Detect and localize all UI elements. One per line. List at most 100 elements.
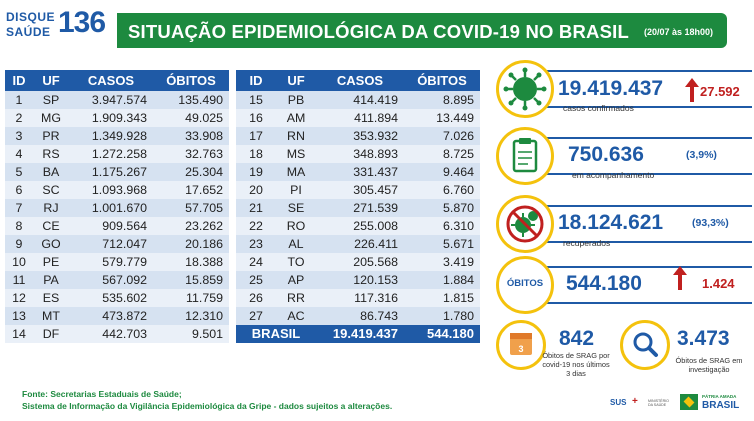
cell-cases: 305.457: [316, 181, 404, 199]
table-row: 13 MT 473.872 12.310: [5, 307, 229, 325]
cell-deaths: 1.815: [404, 289, 480, 307]
recovered-card: [520, 205, 752, 243]
states-table-right-body: 15 PB 414.419 8.895 16 AM 411.894 13.449 17 RN 353…: [236, 91, 480, 343]
cell-uf: PI: [276, 181, 316, 199]
cell-uf: RS: [33, 145, 69, 163]
table-row: 21 SE 271.539 5.870: [236, 199, 480, 217]
table-row: 12 ES 535.602 11.759: [5, 289, 229, 307]
cell-deaths: 6.310: [404, 217, 480, 235]
cell-id: 23: [236, 235, 276, 253]
cell-deaths: 5.870: [404, 199, 480, 217]
cell-cases: 567.092: [69, 271, 153, 289]
cell-uf: AM: [276, 109, 316, 127]
deaths-badge-label: ÓBITOS: [506, 278, 544, 289]
cell-deaths: 135.490: [153, 91, 229, 109]
cell-cases: 909.564: [69, 217, 153, 235]
cell-deaths: 32.763: [153, 145, 229, 163]
cell-deaths: 13.449: [404, 109, 480, 127]
cell-cases: 86.743: [316, 307, 404, 325]
monitoring-card: [520, 137, 752, 175]
cell-id: 5: [5, 163, 33, 181]
plus-icon: +: [632, 396, 638, 407]
cell-cases: 473.872: [69, 307, 153, 325]
cell-uf: MS: [276, 145, 316, 163]
cell-id: 7: [5, 199, 33, 217]
cell-id: 8: [5, 217, 33, 235]
cell-deaths: 18.388: [153, 253, 229, 271]
cell-deaths: 23.262: [153, 217, 229, 235]
cell-id: 25: [236, 271, 276, 289]
deaths-badge: ÓBITOS: [496, 256, 554, 314]
table-row: 10 PE 579.779 18.388: [5, 253, 229, 271]
cell-deaths: 49.025: [153, 109, 229, 127]
cell-uf: SP: [33, 91, 69, 109]
table-row: 14 DF 442.703 9.501: [5, 325, 229, 343]
cell-id: 22: [236, 217, 276, 235]
cell-cases: 353.932: [316, 127, 404, 145]
confirmed-value: 19.419.437: [558, 77, 664, 100]
flag-icon: [680, 394, 698, 410]
source-footer: Fonte: Secretarias Estaduais de Saúde; S…: [22, 388, 392, 412]
cell-cases: 1.272.258: [69, 145, 153, 163]
report-date: (20/07 às 18h00): [643, 27, 713, 37]
total-row: BRASIL 19.419.437 544.180: [236, 325, 480, 343]
cell-cases: 712.047: [69, 235, 153, 253]
government-logos: SUS + MINISTÉRIO DA SAÚDE PÁTRIA AMADA B…: [610, 392, 740, 414]
logo-line1: DISQUE: [6, 10, 56, 24]
cell-uf: GO: [33, 235, 69, 253]
cell-deaths: 3.419: [404, 253, 480, 271]
cell-id: 17: [236, 127, 276, 145]
cell-deaths: 8.895: [404, 91, 480, 109]
cell-deaths: 25.304: [153, 163, 229, 181]
cell-cases: 348.893: [316, 145, 404, 163]
monitoring-pct: (3,9%): [686, 149, 717, 161]
cell-deaths: 17.652: [153, 181, 229, 199]
confirmed-delta: 27.592: [700, 84, 740, 99]
footer-line2: Sistema de Informação da Vigilância Epid…: [22, 401, 393, 411]
cell-deaths: 20.186: [153, 235, 229, 253]
cell-deaths: 1.884: [404, 271, 480, 289]
total-cases: 19.419.437: [316, 325, 404, 343]
table-row: 4 RS 1.272.258 32.763: [5, 145, 229, 163]
table-row: 18 MS 348.893 8.725: [236, 145, 480, 163]
cell-deaths: 1.780: [404, 307, 480, 325]
cell-cases: 442.703: [69, 325, 153, 343]
cell-uf: PA: [33, 271, 69, 289]
cell-uf: PE: [33, 253, 69, 271]
cell-deaths: 8.725: [404, 145, 480, 163]
cell-deaths: 7.026: [404, 127, 480, 145]
cell-id: 12: [5, 289, 33, 307]
table-row: 9 GO 712.047 20.186: [5, 235, 229, 253]
recovered-pct: (93,3%): [692, 217, 729, 229]
cell-cases: 1.175.267: [69, 163, 153, 181]
cell-id: 14: [5, 325, 33, 343]
table-row: 20 PI 305.457 6.760: [236, 181, 480, 199]
confirmed-card: [520, 70, 752, 108]
cell-uf: MG: [33, 109, 69, 127]
svg-text:3: 3: [518, 344, 523, 354]
table-row: 8 CE 909.564 23.262: [5, 217, 229, 235]
states-table-left: ID UF CASOS ÓBITOS 1 SP 3.947.574 135.490 2 M…: [5, 70, 229, 343]
col-header-uf: UF: [276, 70, 316, 91]
srag-investigation-label-2: investigação: [688, 365, 730, 374]
srag-investigation-label-1: Óbitos de SRAG em: [675, 356, 743, 365]
cell-uf: RN: [276, 127, 316, 145]
cell-cases: 271.539: [316, 199, 404, 217]
cell-id: 19: [236, 163, 276, 181]
cell-cases: 1.909.343: [69, 109, 153, 127]
srag-investigation-label: Óbitos de SRAG em investigação: [668, 356, 750, 374]
cell-uf: ES: [33, 289, 69, 307]
table-row: 17 RN 353.932 7.026: [236, 127, 480, 145]
deaths-value: 544.180: [566, 272, 642, 295]
cell-uf: BA: [33, 163, 69, 181]
cell-cases: 120.153: [316, 271, 404, 289]
cell-id: 11: [5, 271, 33, 289]
cell-uf: AC: [276, 307, 316, 325]
cell-id: 9: [5, 235, 33, 253]
table-row: 11 PA 567.092 15.859: [5, 271, 229, 289]
recovered-label: recuperados: [563, 238, 611, 248]
monitoring-value: 750.636: [568, 143, 644, 166]
cell-id: 20: [236, 181, 276, 199]
col-header-cases: CASOS: [69, 70, 153, 91]
cell-cases: 535.602: [69, 289, 153, 307]
